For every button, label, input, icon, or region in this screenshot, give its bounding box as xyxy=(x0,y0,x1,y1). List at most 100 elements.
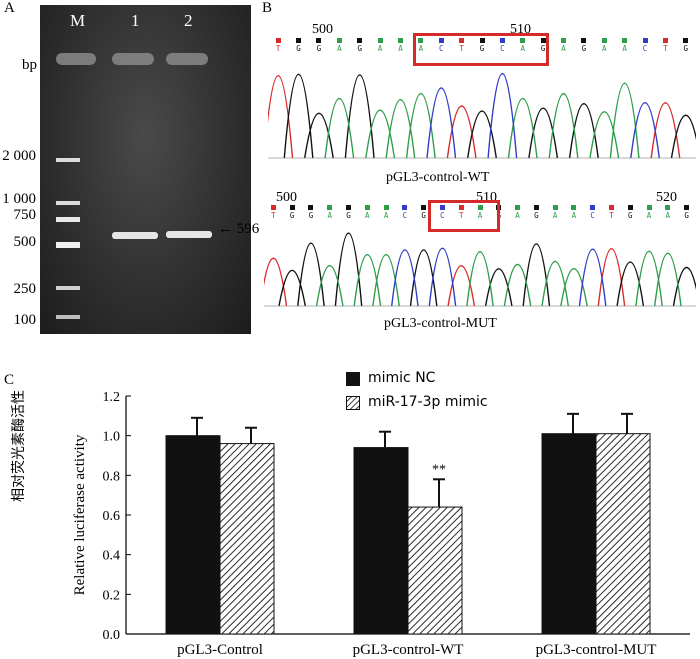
ladder-label-1000: 1 000 xyxy=(2,191,36,207)
well-marker xyxy=(56,53,96,65)
y-axis-label-cn: 相对荧光素酶活性 xyxy=(10,390,27,502)
base-call: G xyxy=(679,38,693,53)
base-call: A xyxy=(548,205,562,220)
y-tick-label: 0.8 xyxy=(103,469,121,484)
base-call: C xyxy=(586,205,600,220)
trace-peak xyxy=(268,75,681,159)
legend-swatch-mir-mimic xyxy=(346,396,360,410)
base-call: A xyxy=(557,38,571,53)
ladder-band xyxy=(56,201,80,205)
trace-peak xyxy=(391,247,607,307)
y-tick-label: 1.0 xyxy=(103,430,121,445)
base-call: C xyxy=(434,38,448,53)
base-call: A xyxy=(414,38,428,53)
bar-mir-mimic xyxy=(407,506,463,635)
ladder-band xyxy=(56,158,80,162)
base-call: C xyxy=(435,205,449,220)
base-call: G xyxy=(312,38,326,53)
base-call: G xyxy=(623,205,637,220)
base-call: G xyxy=(292,38,306,53)
lane-label-2: 2 xyxy=(184,11,193,30)
base-call: G xyxy=(475,38,489,53)
bar-mimic-nc xyxy=(165,435,221,635)
panel-c-label: C xyxy=(4,372,15,388)
well-lane-1 xyxy=(112,53,154,65)
bar-mir-mimic xyxy=(595,433,651,635)
trace-peak xyxy=(283,73,696,159)
ladder-label-750: 750 xyxy=(13,207,37,223)
wt-caption: pGL3-control-WT xyxy=(386,170,490,185)
y-tick-label: 1.2 xyxy=(103,390,121,405)
significance-marker: ** xyxy=(432,462,446,477)
ladder-band xyxy=(56,217,80,222)
y-tick-label: 0.6 xyxy=(103,509,121,524)
base-call: A xyxy=(393,38,407,53)
base-call: A xyxy=(332,38,346,53)
base-call: A xyxy=(360,205,374,220)
ladder-band xyxy=(56,242,80,248)
bp-left-label: bp xyxy=(22,57,37,73)
lane-label-marker: M xyxy=(70,11,86,30)
base-call: A xyxy=(373,38,387,53)
trace-peak xyxy=(324,82,640,159)
ladder-band xyxy=(56,315,80,319)
base-call: A xyxy=(473,205,487,220)
base-call: G xyxy=(417,205,431,220)
base-call: T xyxy=(271,38,285,53)
base-call: A xyxy=(597,38,611,53)
bar-mimic-nc xyxy=(541,433,597,635)
base-call: T xyxy=(604,205,618,220)
trace-peak xyxy=(315,250,682,307)
mut-position-500: 500 xyxy=(276,190,297,205)
base-call: G xyxy=(680,205,694,220)
base-call: G xyxy=(577,38,591,53)
base-call: G xyxy=(529,205,543,220)
base-call: C xyxy=(638,38,652,53)
wt-binding-site-box xyxy=(413,33,549,66)
base-call: A xyxy=(511,205,525,220)
x-tick-label: pGL3-Control xyxy=(177,642,263,658)
ladder-label-2000: 2 000 xyxy=(2,148,36,164)
pcr-band-lane-1 xyxy=(112,232,158,239)
mut-position-520: 520 xyxy=(656,190,677,205)
base-call: C xyxy=(495,38,509,53)
base-call: C xyxy=(398,205,412,220)
base-call: G xyxy=(285,205,299,220)
mut-caption: pGL3-control-MUT xyxy=(384,316,497,331)
base-call: T xyxy=(454,205,468,220)
wt-position-500: 500 xyxy=(312,22,333,37)
ladder-label-100: 100 xyxy=(13,312,37,328)
luciferase-bar-chart: 相对荧光素酶活性 0.0 0.2 0.4 0.6 0.8 1.0 1.2 Relative l… xyxy=(10,390,690,658)
base-call: A xyxy=(323,205,337,220)
ladder-label-500: 500 xyxy=(13,234,37,250)
mut-chromatogram xyxy=(264,232,696,307)
base-call: A xyxy=(567,205,581,220)
band-size-marker: ← 596 xyxy=(218,221,260,237)
base-call: T xyxy=(658,38,672,53)
well-lane-2 xyxy=(166,53,208,65)
bar-mir-mimic xyxy=(219,443,275,635)
y-tick-label: 0.0 xyxy=(103,628,121,643)
x-tick-label: pGL3-control-WT xyxy=(353,642,464,658)
base-call: A xyxy=(642,205,656,220)
panel-b-label: B xyxy=(262,0,273,16)
base-call: G xyxy=(342,205,356,220)
base-call: G xyxy=(353,38,367,53)
base-call: A xyxy=(661,205,675,220)
agarose-gel-image: M 1 2 xyxy=(40,5,251,334)
base-call: T xyxy=(455,38,469,53)
panel-a-label: A xyxy=(4,0,15,16)
y-axis-label-en: Relative luciferase activity xyxy=(72,434,88,595)
bar-mimic-nc xyxy=(353,447,409,635)
ladder-label-250: 250 xyxy=(13,281,37,297)
base-call: A xyxy=(516,38,530,53)
legend-label-mir-mimic: miR-17-3p mimic xyxy=(368,394,488,410)
legend-label-mimic-nc: mimic NC xyxy=(368,370,436,386)
legend-swatch-mimic-nc xyxy=(346,372,360,386)
x-tick-label: pGL3-control-MUT xyxy=(536,642,657,658)
trace-peak xyxy=(278,232,696,307)
trace-peak xyxy=(426,72,660,159)
base-call: A xyxy=(379,205,393,220)
